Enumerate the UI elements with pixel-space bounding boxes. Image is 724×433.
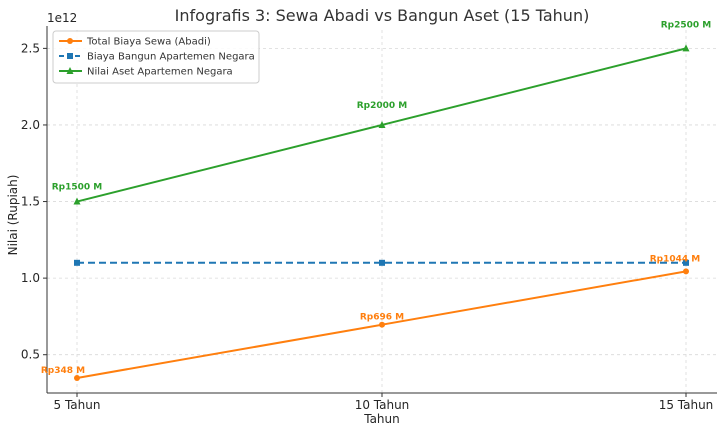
data-label: Rp2500 M bbox=[661, 20, 712, 30]
legend-label: Biaya Bangun Apartemen Negara bbox=[87, 52, 255, 63]
legend-marker bbox=[67, 53, 73, 59]
legend-marker bbox=[66, 67, 74, 74]
series-layer bbox=[73, 44, 690, 381]
legend-label: Total Biaya Sewa (Abadi) bbox=[86, 37, 211, 48]
data-labels-layer: Rp348 M Rp696 M Rp1044 M Rp1500 M Rp2000 M Rp… bbox=[41, 20, 711, 376]
y-tick-label: 1.5 bbox=[21, 195, 40, 209]
data-label: Rp348 M bbox=[41, 366, 85, 376]
legend-label: Nilai Aset Apartemen Negara bbox=[87, 67, 233, 78]
data-label: Rp2000 M bbox=[357, 101, 408, 111]
data-point bbox=[73, 197, 81, 205]
y-tick-label: 2.5 bbox=[21, 41, 40, 55]
data-label: Rp696 M bbox=[360, 313, 404, 323]
legend-box bbox=[52, 30, 260, 84]
data-point bbox=[74, 259, 80, 266]
grid-layer bbox=[47, 30, 717, 393]
data-point bbox=[379, 259, 385, 266]
y-tick-label: 1.0 bbox=[21, 271, 40, 285]
x-axis-title: Tahun bbox=[363, 412, 400, 426]
data-point bbox=[379, 321, 385, 328]
data-label: Rp1044 M bbox=[650, 254, 701, 264]
data-label: Rp1500 M bbox=[52, 183, 103, 193]
y-tick-label: 0.5 bbox=[21, 348, 40, 362]
legend-marker bbox=[67, 38, 73, 44]
chart-title: Infografis 3: Sewa Abadi vs Bangun Aset … bbox=[175, 6, 590, 25]
data-point bbox=[378, 120, 386, 128]
legend: Total Biaya Sewa (Abadi) Biaya Bangun Apa… bbox=[52, 30, 260, 84]
data-point bbox=[683, 268, 689, 275]
data-point bbox=[683, 259, 689, 266]
axes-layer: 0.5 1.0 1.5 2.0 2.5 5 Tahun 10 Tahun 15 Tahun bbox=[21, 26, 717, 412]
y-tick-label: 2.0 bbox=[21, 118, 40, 132]
x-tick-label: 15 Tahun bbox=[659, 398, 714, 412]
x-tick-label: 10 Tahun bbox=[355, 398, 410, 412]
x-tick-label: 5 Tahun bbox=[54, 398, 101, 412]
y-axis-title: Nilai (Rupiah) bbox=[6, 175, 20, 256]
y-axis-offset-label: 1e12 bbox=[47, 11, 77, 25]
data-point bbox=[682, 44, 690, 52]
data-point bbox=[74, 374, 80, 381]
